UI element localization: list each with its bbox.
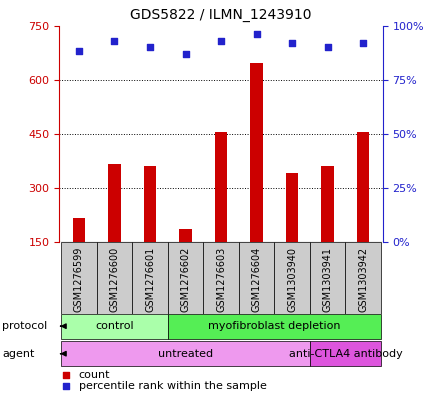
Text: percentile rank within the sample: percentile rank within the sample bbox=[79, 381, 267, 391]
Text: GSM1276599: GSM1276599 bbox=[74, 247, 84, 312]
Text: GSM1276601: GSM1276601 bbox=[145, 247, 155, 312]
Text: control: control bbox=[95, 321, 134, 331]
Bar bbox=[168, 242, 203, 314]
Text: untreated: untreated bbox=[158, 349, 213, 359]
Bar bbox=[132, 242, 168, 314]
Bar bbox=[215, 132, 227, 242]
Text: protocol: protocol bbox=[2, 321, 48, 331]
Point bbox=[289, 40, 296, 46]
Bar bbox=[322, 166, 334, 242]
Bar bbox=[286, 173, 298, 242]
Bar bbox=[345, 242, 381, 314]
Bar bbox=[108, 164, 121, 242]
Text: GSM1276600: GSM1276600 bbox=[110, 247, 120, 312]
Point bbox=[360, 40, 367, 46]
Text: GSM1303942: GSM1303942 bbox=[358, 247, 368, 312]
Point bbox=[62, 383, 70, 389]
Point bbox=[182, 50, 189, 57]
Point bbox=[324, 44, 331, 50]
Bar bbox=[61, 242, 97, 314]
Point bbox=[218, 37, 225, 44]
Bar bbox=[61, 341, 310, 366]
Text: GSM1303940: GSM1303940 bbox=[287, 247, 297, 312]
Point bbox=[111, 37, 118, 44]
Bar bbox=[310, 341, 381, 366]
Bar bbox=[144, 166, 156, 242]
Bar bbox=[97, 242, 132, 314]
Point bbox=[62, 371, 70, 378]
Text: GSM1276604: GSM1276604 bbox=[252, 247, 262, 312]
Point bbox=[253, 31, 260, 37]
Bar bbox=[203, 242, 239, 314]
Bar bbox=[239, 242, 275, 314]
Bar bbox=[250, 63, 263, 242]
Text: anti-CTLA4 antibody: anti-CTLA4 antibody bbox=[289, 349, 402, 359]
Bar bbox=[275, 242, 310, 314]
Text: count: count bbox=[79, 369, 110, 380]
Text: GSM1276602: GSM1276602 bbox=[180, 247, 191, 312]
Text: agent: agent bbox=[2, 349, 35, 359]
Bar bbox=[357, 132, 370, 242]
Bar bbox=[168, 314, 381, 338]
Bar bbox=[73, 218, 85, 242]
Text: myofibroblast depletion: myofibroblast depletion bbox=[208, 321, 341, 331]
Text: GSM1303941: GSM1303941 bbox=[323, 247, 333, 312]
Title: GDS5822 / ILMN_1243910: GDS5822 / ILMN_1243910 bbox=[130, 8, 312, 22]
Bar bbox=[180, 229, 192, 242]
Point bbox=[75, 48, 82, 55]
Bar bbox=[61, 314, 168, 338]
Text: GSM1276603: GSM1276603 bbox=[216, 247, 226, 312]
Bar bbox=[310, 242, 345, 314]
Point bbox=[147, 44, 154, 50]
